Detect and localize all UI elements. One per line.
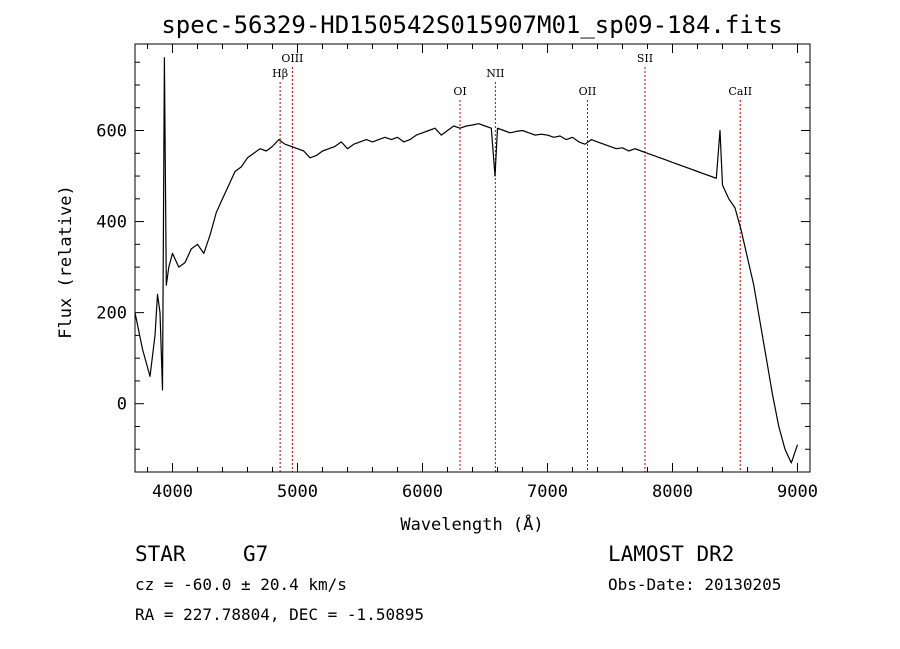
y-tick-label: 400: [96, 213, 127, 233]
footer-info: STAR G7 LAMOST DR2 cz = -60.0 ± 20.4 km/…: [135, 542, 781, 624]
line-marker-label: OIII: [281, 52, 303, 65]
line-marker-label: NII: [486, 67, 504, 80]
y-axis-label: Flux (relative): [56, 185, 76, 339]
object-class: STAR: [135, 542, 186, 566]
x-tick-label: 6000: [402, 482, 443, 502]
emission-line-markers: Hβ OIII OI NII OII SII CaII: [272, 52, 752, 472]
observation-date: Obs-Date: 20130205: [608, 575, 781, 594]
redshift-info: cz = -60.0 ± 20.4 km/s: [135, 575, 347, 594]
y-tick-label: 600: [96, 122, 127, 142]
x-tick-label: 8000: [652, 482, 693, 502]
plot-frame: [134, 43, 811, 473]
spectrum-series: [134, 57, 799, 464]
line-marker-label: OII: [579, 85, 597, 98]
x-tick-label: 9000: [777, 482, 818, 502]
x-tick-label: 7000: [527, 482, 568, 502]
line-marker-label: SII: [637, 52, 653, 65]
object-subclass: G7: [243, 542, 268, 566]
line-marker-label: Hβ: [272, 67, 288, 80]
y-axis-ticks: 0 200 400 600: [96, 61, 810, 450]
x-tick-label: 4000: [152, 482, 193, 502]
line-marker-label: CaII: [728, 85, 752, 98]
x-axis-ticks: 4000 5000 6000 7000 8000 9000: [147, 44, 818, 502]
line-marker-label: OI: [453, 85, 466, 98]
y-tick-label: 0: [117, 395, 127, 415]
y-tick-label: 200: [96, 304, 127, 324]
x-tick-label: 5000: [277, 482, 318, 502]
survey-name: LAMOST DR2: [608, 542, 734, 566]
spectrum-line: [134, 57, 799, 464]
x-axis-label: Wavelength (Å): [400, 513, 543, 535]
coordinates: RA = 227.78804, DEC = -1.50895: [135, 605, 424, 624]
chart-title: spec-56329-HD150542S015907M01_sp09-184.f…: [161, 11, 782, 39]
